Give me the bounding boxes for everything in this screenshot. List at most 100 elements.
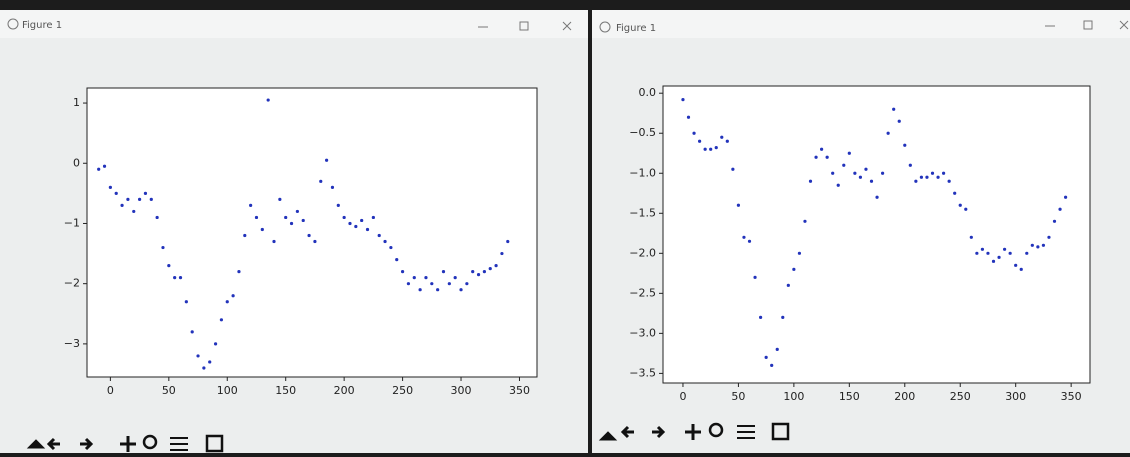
point: [120, 204, 123, 207]
point: [354, 225, 357, 228]
point: [948, 180, 951, 183]
y-tick-label: −2.5: [629, 286, 656, 299]
point: [202, 366, 205, 369]
point: [138, 198, 141, 201]
point: [144, 192, 147, 195]
point: [964, 208, 967, 211]
x-tick-label: 150: [275, 384, 296, 397]
point: [936, 176, 939, 179]
point: [150, 198, 153, 201]
title-bar: [0, 10, 588, 38]
x-tick-label: 150: [839, 390, 860, 403]
x-tick-label: 100: [783, 390, 804, 403]
point: [1031, 244, 1034, 247]
x-tick-label: 350: [1061, 390, 1082, 403]
point: [709, 148, 712, 151]
x-tick-label: 200: [894, 390, 915, 403]
point: [261, 228, 264, 231]
point: [161, 246, 164, 249]
point: [226, 300, 229, 303]
point: [704, 148, 707, 151]
point: [992, 260, 995, 263]
point: [378, 234, 381, 237]
point: [731, 168, 734, 171]
point: [407, 282, 410, 285]
point: [272, 240, 275, 243]
point: [820, 148, 823, 151]
point: [307, 234, 310, 237]
point: [1009, 252, 1012, 255]
point: [881, 172, 884, 175]
point: [970, 236, 973, 239]
point: [842, 164, 845, 167]
point: [776, 348, 779, 351]
point: [859, 176, 862, 179]
y-tick-label: −1.5: [629, 206, 656, 219]
point: [1025, 252, 1028, 255]
point: [903, 144, 906, 147]
point: [1064, 196, 1067, 199]
y-tick-label: −2: [64, 277, 80, 290]
point: [454, 276, 457, 279]
point: [692, 132, 695, 135]
point: [931, 172, 934, 175]
point: [942, 172, 945, 175]
point: [389, 246, 392, 249]
point: [898, 120, 901, 123]
x-tick-label: 0: [107, 384, 114, 397]
point: [909, 164, 912, 167]
point: [442, 270, 445, 273]
y-tick-label: −1.0: [629, 166, 656, 179]
point: [953, 192, 956, 195]
point: [360, 219, 363, 222]
point: [1042, 244, 1045, 247]
point: [208, 360, 211, 363]
x-tick-label: 300: [451, 384, 472, 397]
point: [179, 276, 182, 279]
point: [489, 267, 492, 270]
x-tick-label: 50: [162, 384, 176, 397]
y-tick-label: −0.5: [629, 126, 656, 139]
point: [1047, 236, 1050, 239]
point: [366, 228, 369, 231]
page: {"windows": [{"title": "Figure 1"}, {"ti…: [0, 0, 1130, 453]
point: [765, 356, 768, 359]
point: [1053, 220, 1056, 223]
point: [372, 216, 375, 219]
point: [720, 136, 723, 139]
x-tick-label: 250: [950, 390, 971, 403]
point: [343, 216, 346, 219]
point: [173, 276, 176, 279]
point: [1020, 268, 1023, 271]
point: [500, 252, 503, 255]
point: [313, 240, 316, 243]
point: [687, 116, 690, 119]
point: [232, 294, 235, 297]
point: [814, 156, 817, 159]
point: [870, 180, 873, 183]
point: [831, 172, 834, 175]
point: [302, 219, 305, 222]
point: [126, 198, 129, 201]
window-title: Figure 1: [22, 20, 62, 31]
y-tick-label: −3.0: [629, 326, 656, 339]
point: [401, 270, 404, 273]
point: [413, 276, 416, 279]
point: [156, 216, 159, 219]
point: [115, 192, 118, 195]
point: [864, 168, 867, 171]
x-tick-label: 250: [392, 384, 413, 397]
point: [753, 276, 756, 279]
point: [483, 270, 486, 273]
point: [109, 186, 112, 189]
point: [97, 168, 100, 171]
point: [770, 364, 773, 367]
point: [787, 284, 790, 287]
point: [465, 282, 468, 285]
point: [278, 198, 281, 201]
point: [726, 140, 729, 143]
point: [1058, 208, 1061, 211]
y-tick-label: −3: [64, 337, 80, 350]
point: [803, 220, 806, 223]
window-title: Figure 1: [616, 23, 656, 34]
